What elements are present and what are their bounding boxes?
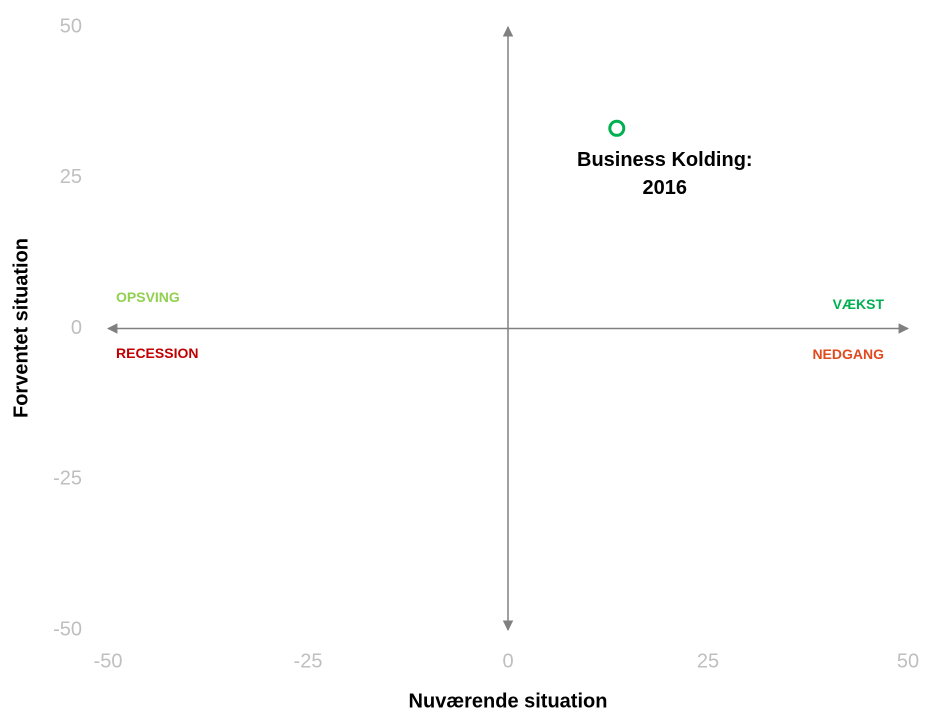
x-axis-title: Nuværende situation [409, 690, 608, 712]
quadrant-label: NEDGANG [812, 346, 884, 362]
point-label: Business Kolding: 2016 [577, 149, 753, 200]
quadrant-label: OPSVING [116, 289, 180, 305]
x-tick-label: -50 [94, 650, 123, 672]
y-tick-label: -50 [53, 618, 82, 640]
y-axis-title: Forventet situation [10, 238, 32, 418]
x-tick-label: 0 [502, 650, 513, 672]
y-tick-label: 25 [60, 166, 82, 188]
x-tick-label: -25 [294, 650, 323, 672]
quadrant-label: VÆKST [833, 296, 885, 312]
y-tick-label: 0 [71, 317, 82, 339]
x-tick-label: 50 [897, 650, 919, 672]
y-tick-label: 50 [60, 15, 82, 37]
x-tick-label: 25 [697, 650, 719, 672]
quadrant-label: RECESSION [116, 345, 198, 361]
y-tick-label: -25 [53, 468, 82, 490]
point [608, 119, 626, 137]
